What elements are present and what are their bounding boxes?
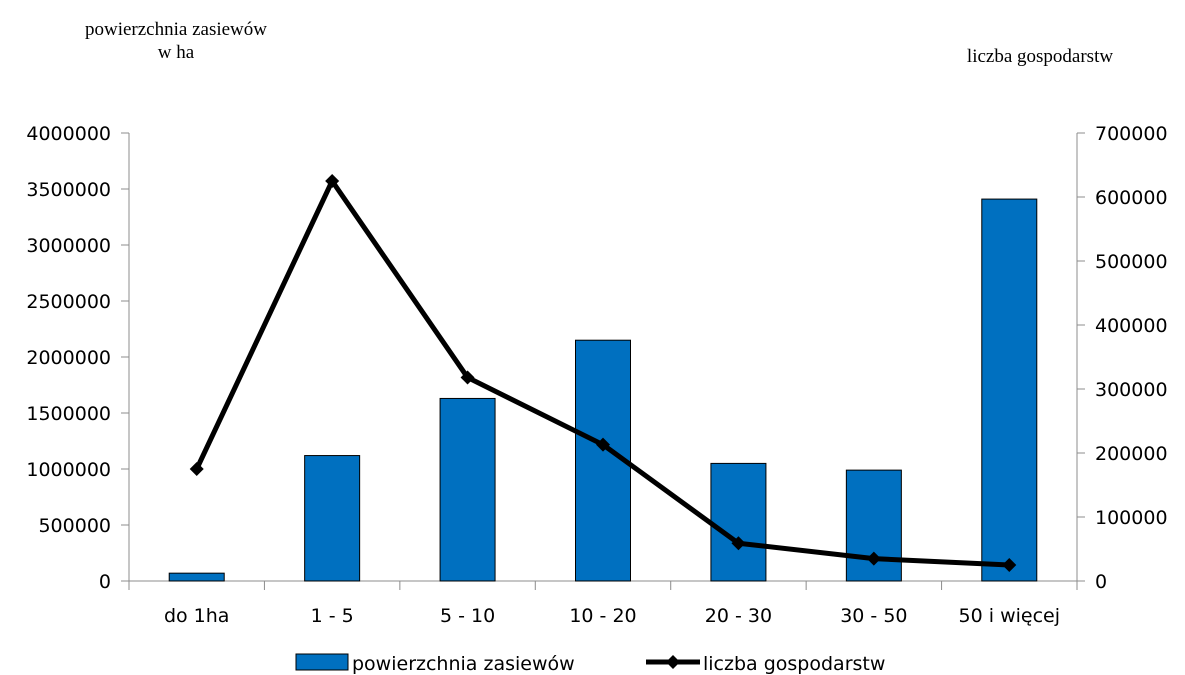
left-axis-tick-label: 3500000 <box>26 179 111 201</box>
right-axis-tick-label: 100000 <box>1095 507 1168 529</box>
legend: powierzchnia zasiewów liczba gospodarstw <box>295 653 885 675</box>
line-point <box>1002 558 1017 572</box>
left-axis-tick-label: 1500000 <box>26 403 111 425</box>
right-axis-title: liczba gospodarstw <box>966 46 1114 67</box>
left-axis-tick-label: 0 <box>99 571 111 593</box>
bar-powierzchnia-zasiewów <box>304 455 361 582</box>
line-point <box>731 536 746 551</box>
right-axis-tick-label: 300000 <box>1095 379 1168 401</box>
left-axis-title-line-1: powierzchnia zasiewów <box>84 19 267 40</box>
left-axis: 0 500000 1000000 1500000 2000000 2500000 30000… <box>26 123 130 593</box>
x-axis-category-label: 20 - 30 <box>705 605 772 627</box>
bar-powierzchnia-zasiewów <box>981 198 1038 582</box>
left-axis-tick-label: 2500000 <box>26 291 111 313</box>
left-axis-tick-label: 3000000 <box>26 235 111 257</box>
left-axis-tick-label: 2000000 <box>26 347 111 369</box>
x-axis-category-label: 30 - 50 <box>840 605 907 627</box>
line-point <box>189 462 204 476</box>
line-point <box>596 437 610 452</box>
x-axis-category-label: 10 - 20 <box>569 605 636 627</box>
x-axis-category-label: 50 i więcej <box>959 605 1060 627</box>
right-axis-tick-label: 500000 <box>1095 251 1168 273</box>
x-axis-category-label: 1 - 5 <box>311 605 354 627</box>
line-point <box>460 370 475 385</box>
right-axis-tick-label: 700000 <box>1095 123 1168 145</box>
line-point <box>866 551 881 566</box>
bar-powierzchnia-zasiewów <box>710 462 767 582</box>
legend-bar-swatch <box>295 653 349 671</box>
x-axis: do 1ha 1 - 5 5 - 10 10 - 20 20 - 30 30 - 50 50… <box>128 580 1078 627</box>
left-axis-title: powierzchnia zasiewów w ha <box>26 18 326 64</box>
x-axis-category-label: 5 - 10 <box>440 605 495 627</box>
bar-powierzchnia-zasiewów <box>168 572 225 582</box>
left-axis-title-line-2: w ha <box>157 42 195 63</box>
left-axis-tick-label: 500000 <box>38 515 111 537</box>
line-series <box>189 174 1017 572</box>
left-axis-tick-label: 4000000 <box>26 123 111 145</box>
right-axis-tick-label: 600000 <box>1095 187 1168 209</box>
legend-bar-label: powierzchnia zasiewów <box>352 653 575 675</box>
right-axis: 0 100000 200000 300000 400000 500000 600000 700… <box>1076 123 1168 593</box>
right-axis-tick-label: 200000 <box>1095 443 1168 465</box>
right-axis-tick-label: 400000 <box>1095 315 1168 337</box>
bar-powierzchnia-zasiewów <box>439 397 496 582</box>
left-axis-tick-label: 1000000 <box>26 459 111 481</box>
x-axis-category-label: do 1ha <box>164 605 230 627</box>
legend-line-marker <box>666 655 680 669</box>
line-point <box>325 174 340 188</box>
right-axis-tick-label: 0 <box>1095 571 1107 593</box>
legend-line-label: liczba gospodarstw <box>703 653 885 675</box>
